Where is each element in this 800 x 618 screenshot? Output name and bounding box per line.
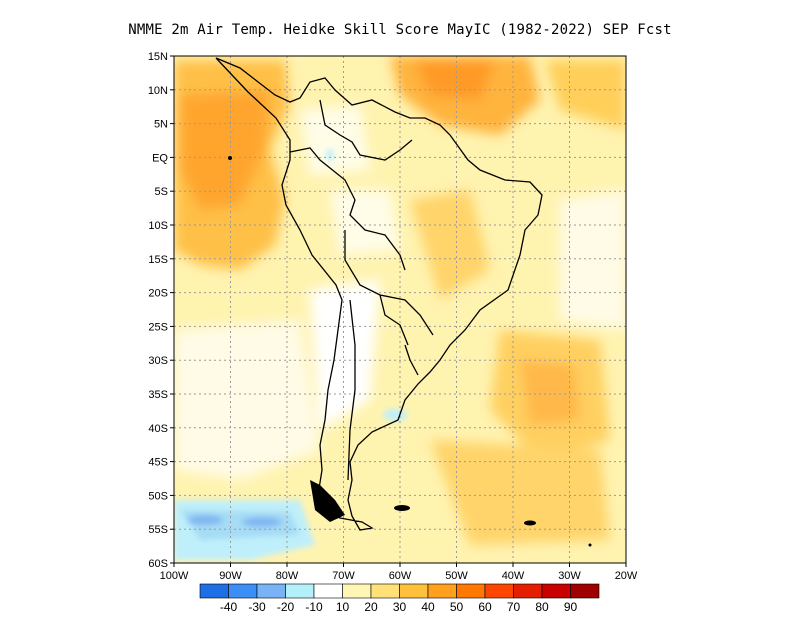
lat-tick-label: 45S (148, 457, 168, 469)
islands (228, 156, 592, 547)
lat-tick-label: 50S (148, 490, 168, 502)
longitude-ticks: 100W 90W 80W 70W 60W 50W 40W 30W 20W (160, 563, 638, 582)
colorbar-swatch (541, 583, 571, 599)
lon-tick-label: 40W (502, 570, 525, 582)
latitude-ticks: 15N 10N 5N EQ 5S 10S 15S 20S 25S 30S 35S 40S 45S 50S 5… (148, 51, 174, 570)
colorbar-label: 70 (507, 600, 521, 614)
lon-tick-label: 30W (558, 570, 581, 582)
colorbar-swatch (427, 583, 457, 599)
lon-tick-label: 100W (160, 570, 189, 582)
colorbar-swatch (313, 583, 343, 599)
lat-tick-label: 30S (148, 355, 168, 367)
colorbar-swatch (484, 583, 514, 599)
colorbar-swatch (513, 583, 543, 599)
lat-tick-label: 35S (148, 389, 168, 401)
colorbar-label: -10 (305, 600, 323, 614)
lon-tick-label: 90W (219, 570, 242, 582)
lat-tick-label: 25S (148, 321, 168, 333)
lat-tick-label: EQ (152, 152, 168, 164)
colorbar-swatch (199, 583, 229, 599)
colorbar-label: -30 (248, 600, 266, 614)
colorbar-label: 30 (393, 600, 407, 614)
lat-tick-label: 20S (148, 288, 168, 300)
colorbar-swatch (342, 583, 372, 599)
lat-tick-label: 15S (148, 254, 168, 266)
colorbar-swatch (570, 583, 600, 599)
lat-tick-label: 10N (148, 85, 168, 97)
lat-tick-label: 55S (148, 524, 168, 536)
colorbar-label: 10 (336, 600, 350, 614)
colorbar-label: 50 (450, 600, 464, 614)
lat-tick-label: 60S (148, 558, 168, 570)
colorbar-swatch (456, 583, 486, 599)
lat-tick-label: 15N (148, 51, 168, 63)
map-grid (174, 56, 626, 563)
map-title: NMME 2m Air Temp. Heidke Skill Score May… (128, 22, 672, 38)
colorbar-label: 40 (421, 600, 435, 614)
colorbar-label: 80 (535, 600, 549, 614)
coastline (215, 57, 543, 531)
colorbar-swatch (370, 583, 400, 599)
colorbar-label: 20 (364, 600, 378, 614)
lon-tick-label: 60W (389, 570, 412, 582)
colorbar-label: 90 (564, 600, 578, 614)
lon-tick-label: 80W (276, 570, 299, 582)
lat-tick-label: 5N (154, 119, 168, 131)
colorbar-label: -40 (220, 600, 238, 614)
lon-tick-label: 70W (332, 570, 355, 582)
lon-tick-label: 20W (615, 570, 638, 582)
colorbar-swatch (228, 583, 258, 599)
lon-tick-label: 50W (445, 570, 468, 582)
lat-tick-label: 10S (148, 220, 168, 232)
colorbar-swatch (285, 583, 315, 599)
lat-tick-label: 40S (148, 423, 168, 435)
colorbar-label: 60 (478, 600, 492, 614)
shaded-field (174, 56, 626, 563)
colorbar-swatch (256, 583, 286, 599)
colorbar-label: -20 (277, 600, 295, 614)
colorbar: -40 -30 -20 -10 10 20 30 40 50 60 70 80 90 (199, 583, 600, 614)
colorbar-swatch (399, 583, 429, 599)
lat-tick-label: 5S (155, 186, 168, 198)
